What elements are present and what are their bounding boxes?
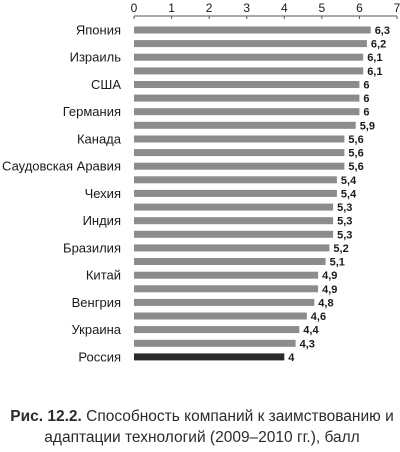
bar xyxy=(134,53,364,61)
value-label: 4,4 xyxy=(303,325,319,337)
value-label: 5,3 xyxy=(337,216,352,228)
value-label: 6 xyxy=(363,80,369,92)
value-label: 5,4 xyxy=(341,175,357,187)
value-label: 5,2 xyxy=(333,243,348,255)
bar xyxy=(134,135,345,143)
category-label: Чехия xyxy=(85,186,121,201)
value-label: 6,1 xyxy=(367,66,382,78)
x-tick-label: 1 xyxy=(168,1,175,15)
bar xyxy=(134,271,319,279)
value-label: 6 xyxy=(363,93,369,105)
category-label: США xyxy=(91,77,121,92)
value-label: 5,3 xyxy=(337,229,352,241)
bar xyxy=(134,285,319,293)
value-label: 5,1 xyxy=(330,257,345,269)
bar xyxy=(134,26,371,34)
bar xyxy=(134,258,326,265)
x-tick-label: 3 xyxy=(243,1,250,15)
value-label: 4,9 xyxy=(322,270,337,282)
bar xyxy=(134,326,300,334)
value-label: 5,4 xyxy=(341,188,357,200)
bar xyxy=(134,108,360,116)
x-tick-label: 4 xyxy=(281,1,288,15)
category-label: Венгрия xyxy=(72,295,121,310)
category-label: Бразилия xyxy=(63,240,121,255)
value-label: 5,6 xyxy=(348,134,363,146)
category-label: Япония xyxy=(76,23,121,38)
bar xyxy=(134,81,360,88)
x-tick-label: 7 xyxy=(394,1,400,15)
bar xyxy=(134,149,345,157)
bar xyxy=(134,40,367,48)
bar xyxy=(134,312,307,320)
value-label: 6,2 xyxy=(371,39,386,51)
bar xyxy=(134,162,345,170)
value-label: 5,6 xyxy=(348,148,363,160)
bar xyxy=(134,230,334,238)
x-tick-label: 6 xyxy=(356,1,363,15)
value-label: 5,3 xyxy=(337,202,352,214)
value-label: 6,3 xyxy=(375,25,390,37)
bar xyxy=(134,94,360,102)
x-tick-label: 5 xyxy=(319,1,326,15)
value-label: 5,9 xyxy=(360,120,375,132)
category-label: Украина xyxy=(72,322,122,337)
value-label: 4,6 xyxy=(311,311,326,323)
bar xyxy=(134,67,364,75)
bar xyxy=(134,203,334,211)
value-label: 6,1 xyxy=(367,52,382,64)
x-tick-label: 0 xyxy=(131,1,138,15)
category-label: Германия xyxy=(63,104,121,119)
bar xyxy=(134,189,337,197)
category-label: Индия xyxy=(83,213,121,228)
category-label: Канада xyxy=(77,132,122,147)
bar xyxy=(134,298,315,306)
bar xyxy=(134,244,330,252)
figure-label: Рис. 12.2. xyxy=(10,408,82,425)
value-label: 4,3 xyxy=(300,338,315,350)
category-label: Саудовская Аравия xyxy=(2,159,121,174)
category-label: Израиль xyxy=(70,50,122,65)
bar xyxy=(134,176,337,184)
value-label: 4 xyxy=(288,352,295,364)
value-label: 5,6 xyxy=(348,161,363,173)
bar-chart: 0 1 2 3 4 5 6 76,3Япония6,26,1Израиль6,16США66Г… xyxy=(2,1,400,364)
bar xyxy=(134,217,334,225)
bar xyxy=(134,353,285,361)
value-label: 4,8 xyxy=(318,297,333,309)
bar xyxy=(134,121,356,129)
category-label: Китай xyxy=(86,268,121,283)
figure-caption: Рис. 12.2. Способность компаний к заимст… xyxy=(6,406,398,448)
category-label: Россия xyxy=(78,349,121,364)
value-label: 6 xyxy=(363,107,369,119)
x-tick-label: 2 xyxy=(206,1,213,15)
bar xyxy=(134,339,296,347)
figure-caption-text: Способность компаний к заимствованию и а… xyxy=(44,408,394,446)
value-label: 4,9 xyxy=(322,284,337,296)
